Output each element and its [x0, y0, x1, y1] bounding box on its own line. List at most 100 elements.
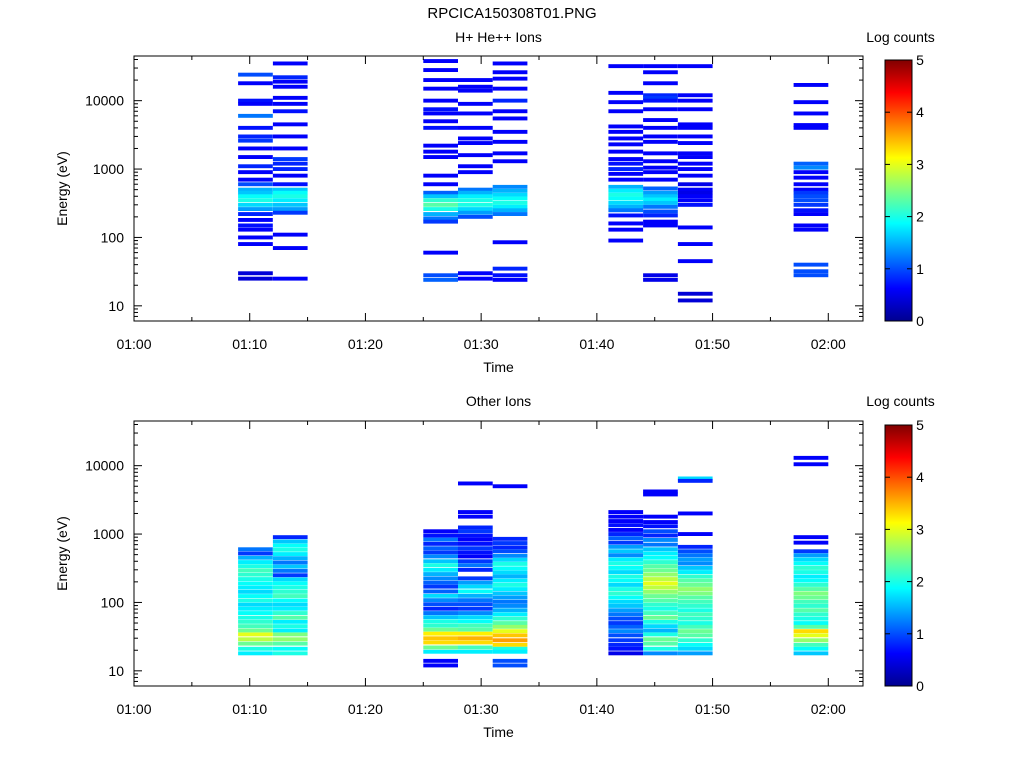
data-column	[608, 510, 644, 656]
heatmap-cell	[677, 629, 713, 634]
heatmap-cell	[238, 164, 273, 169]
heatmap-cell	[458, 170, 493, 175]
heatmap-cell	[423, 155, 458, 159]
heatmap-cell	[272, 202, 308, 207]
heatmap-cell	[608, 638, 644, 643]
heatmap-cell	[458, 194, 493, 199]
heatmap-cell	[458, 602, 493, 607]
heatmap-cell	[272, 207, 308, 211]
heatmap-cell	[458, 214, 493, 219]
heatmap-cell	[608, 208, 644, 213]
heatmap-cell	[643, 646, 678, 651]
heatmap-cell	[458, 580, 493, 585]
heatmap-cell	[608, 514, 644, 519]
heatmap-cell	[677, 173, 713, 178]
heatmap-cell	[423, 623, 458, 628]
heatmap-cell	[272, 535, 308, 540]
heatmap-cell	[423, 584, 458, 589]
heatmap-cell	[492, 266, 528, 271]
heatmap-cell	[238, 598, 273, 603]
colorbar-tick-label: 4	[916, 104, 924, 120]
heatmap-cell	[272, 61, 308, 66]
heatmap-cell	[492, 570, 528, 575]
heatmap-cell	[492, 208, 528, 213]
heatmap-cell	[643, 93, 678, 98]
heatmap-cell	[423, 658, 458, 663]
heatmap-cell	[423, 273, 458, 278]
heatmap-cell	[458, 541, 493, 546]
heatmap-cell	[272, 122, 308, 127]
heatmap-cell	[458, 202, 493, 207]
data-column	[793, 455, 829, 656]
heatmap-cell	[238, 146, 273, 151]
heatmap-cell	[677, 155, 713, 159]
heatmap-cell	[458, 645, 493, 650]
heatmap-cell	[423, 567, 458, 572]
heatmap-cell	[492, 562, 528, 566]
data-column	[458, 481, 493, 654]
heatmap-cell	[423, 198, 458, 203]
heatmap-cell	[492, 116, 528, 121]
heatmap-cell	[272, 161, 308, 166]
heatmap-cell	[677, 64, 713, 69]
heatmap-cell	[793, 227, 829, 232]
heatmap-cell	[793, 629, 829, 634]
x-tick-label: 01:30	[464, 336, 499, 352]
heatmap-cell	[643, 201, 678, 205]
x-tick-label: 01:00	[116, 336, 151, 352]
heatmap-cell	[272, 598, 308, 603]
heatmap-cell	[238, 202, 273, 207]
heatmap-cell	[458, 271, 493, 276]
heatmap-cell	[492, 212, 528, 216]
heatmap-cell	[272, 276, 308, 281]
heatmap-cell	[677, 141, 713, 145]
heatmap-cell	[492, 621, 528, 625]
heatmap-cell	[492, 604, 528, 608]
heatmap-cell	[643, 277, 678, 282]
heatmap-cell	[458, 636, 493, 641]
heatmap-cell	[643, 177, 678, 182]
heatmap-cell	[608, 177, 644, 182]
heatmap-cell	[238, 113, 273, 118]
y-tick-label: 10000	[85, 93, 124, 109]
heatmap-cell	[492, 129, 528, 134]
heatmap-cell	[458, 510, 493, 514]
heatmap-cell	[608, 201, 644, 205]
heatmap-cell	[238, 585, 273, 590]
x-tick-label: 01:30	[464, 701, 499, 717]
heatmap-cell	[608, 221, 644, 226]
x-tick-label: 01:20	[348, 336, 383, 352]
y-tick-label: 1000	[93, 526, 124, 542]
heatmap-cell	[423, 619, 458, 624]
heatmap-cell	[272, 641, 308, 646]
heatmap-cell	[643, 606, 678, 611]
heatmap-cell	[608, 616, 644, 621]
heatmap-cell	[492, 61, 528, 66]
heatmap-cell	[643, 194, 678, 199]
heatmap-cell	[238, 572, 273, 577]
heatmap-cell	[238, 632, 273, 637]
y-tick-label: 100	[101, 229, 125, 245]
heatmap-cell	[423, 86, 458, 91]
heatmap-cell	[492, 574, 528, 579]
heatmap-cell	[272, 246, 308, 250]
heatmap-cell	[492, 109, 528, 114]
heatmap-cell	[458, 78, 493, 82]
heatmap-cell	[458, 615, 493, 620]
heatmap-cell	[677, 107, 713, 112]
heatmap-cell	[492, 201, 528, 205]
heatmap-cell	[643, 560, 678, 564]
data-column	[677, 476, 713, 656]
heatmap-cell	[423, 576, 458, 581]
x-tick-label: 01:10	[232, 336, 267, 352]
heatmap-cell	[423, 190, 458, 195]
heatmap-cell	[793, 190, 829, 195]
heatmap-cell	[423, 537, 458, 542]
heatmap-cell	[793, 574, 829, 579]
y-tick-label: 10	[108, 298, 124, 314]
heatmap-cell	[608, 566, 644, 570]
heatmap-cell	[677, 570, 713, 574]
heatmap-cell	[608, 188, 644, 193]
heatmap-cell	[272, 134, 308, 139]
heatmap-cell	[458, 589, 493, 594]
